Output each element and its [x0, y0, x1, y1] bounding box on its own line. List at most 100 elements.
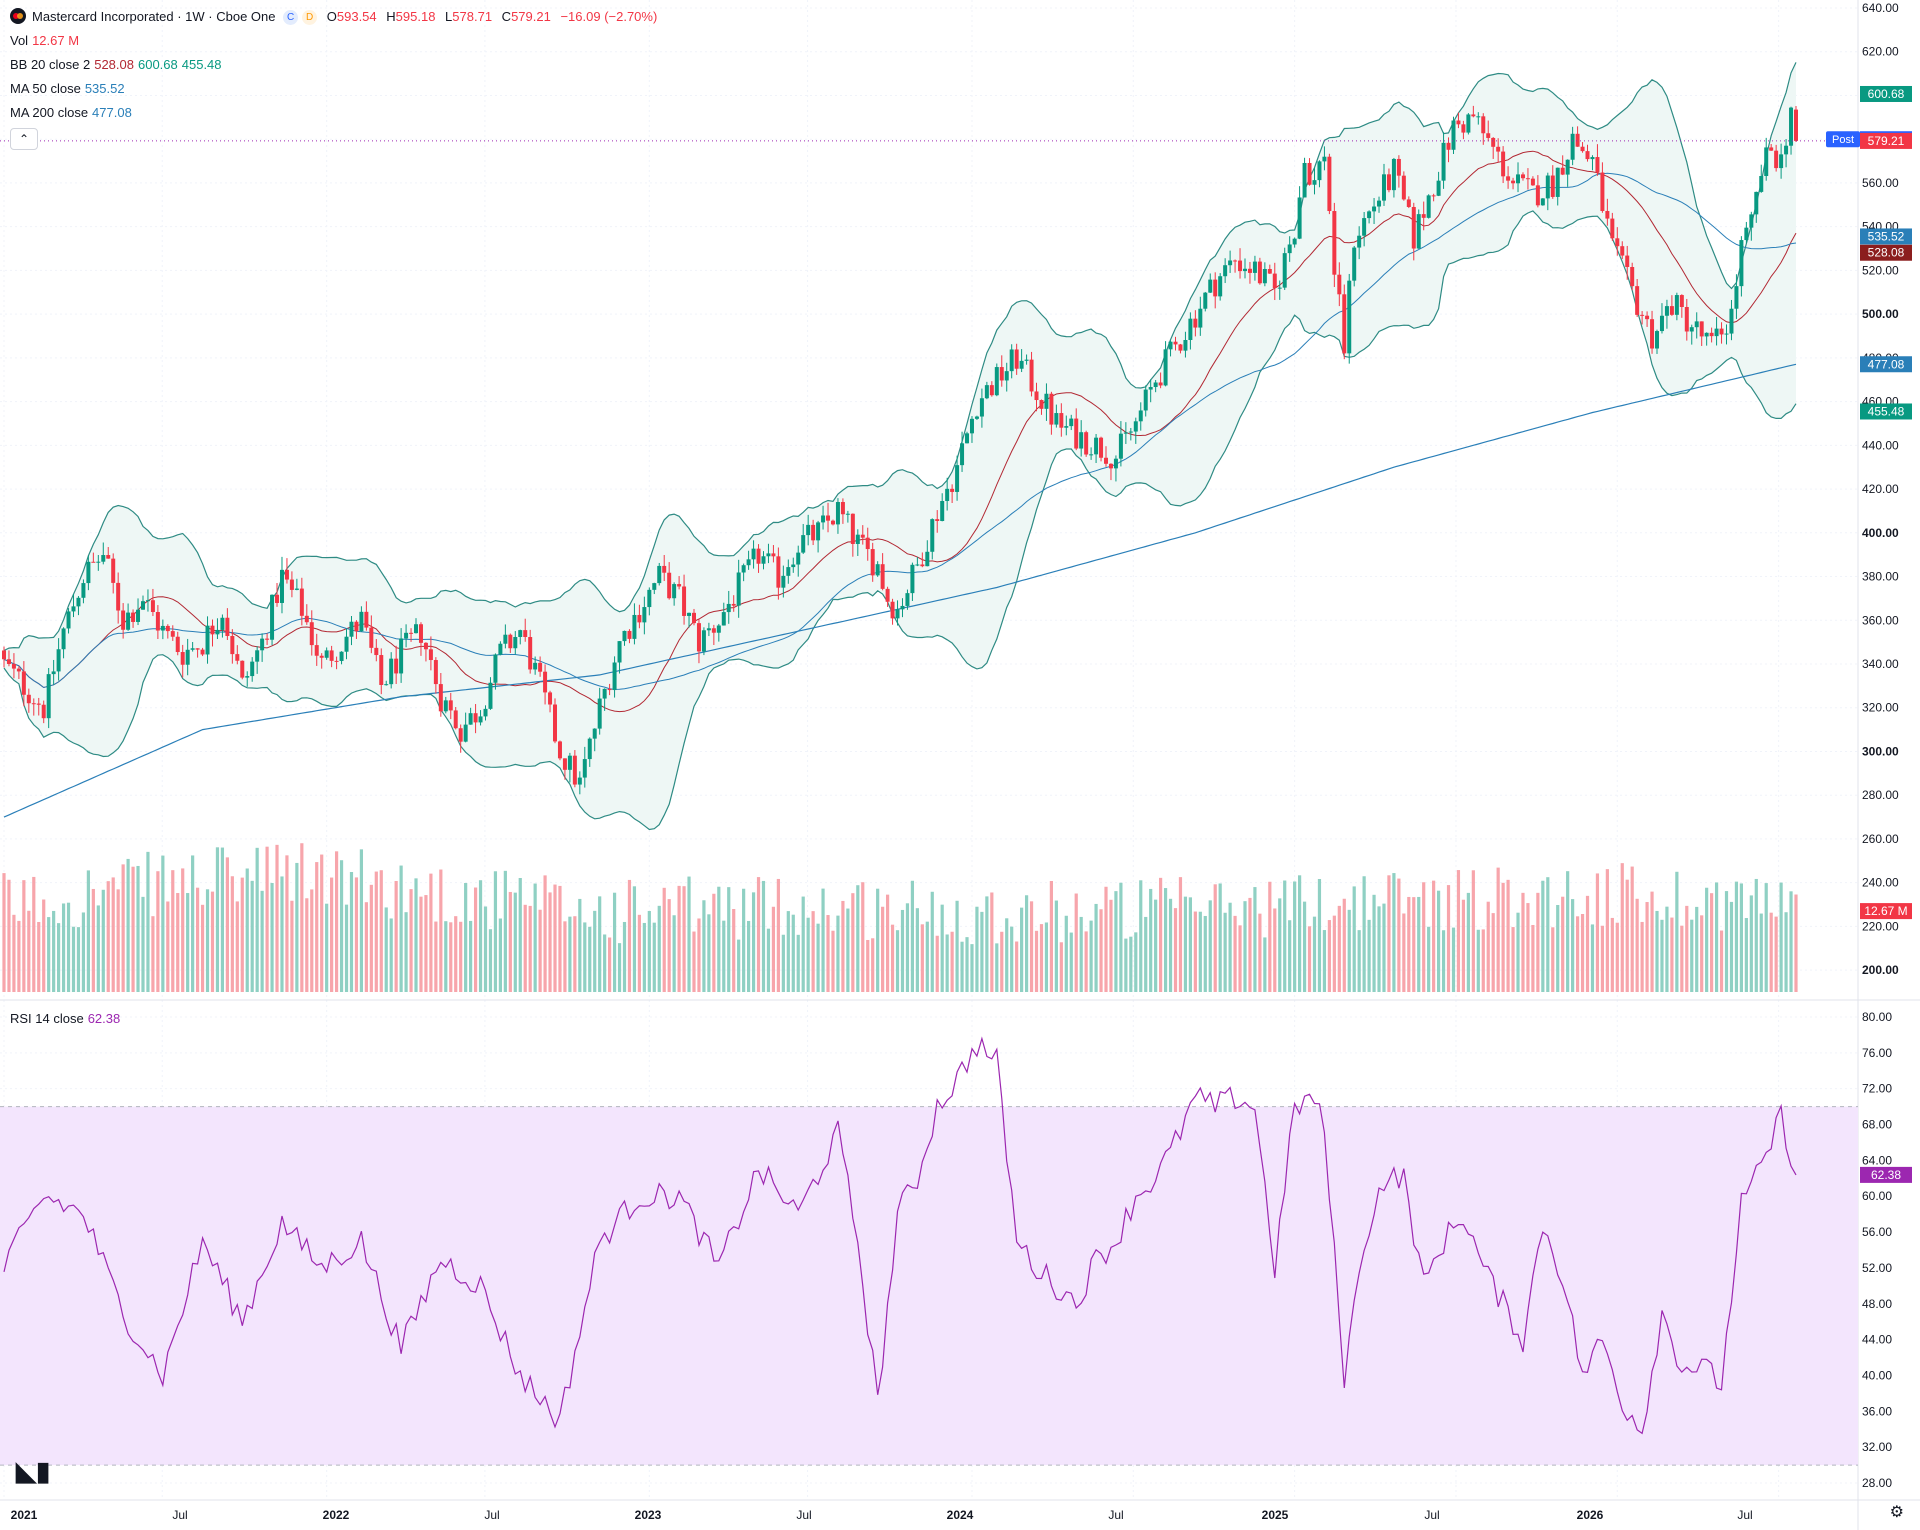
candle-body — [1625, 255, 1630, 268]
candle-body — [265, 638, 270, 640]
candle — [1044, 383, 1049, 421]
volume-bar — [742, 888, 746, 992]
candle — [582, 746, 587, 788]
candle — [1620, 241, 1625, 260]
volume-bar — [1178, 877, 1183, 992]
candle — [1550, 165, 1555, 199]
candle — [1262, 262, 1267, 287]
candle — [1436, 171, 1441, 197]
candle — [473, 704, 478, 734]
candle-body — [329, 650, 334, 661]
candle — [215, 618, 220, 640]
candle-body — [1416, 214, 1421, 249]
volume-bar — [1203, 915, 1207, 992]
candle — [185, 638, 190, 676]
candle-body — [1099, 437, 1104, 458]
mastercard-logo-icon — [10, 8, 26, 24]
candle-body — [1406, 199, 1411, 207]
candle-body — [1039, 400, 1044, 409]
volume-bar — [379, 870, 383, 992]
volume-bar — [1531, 924, 1535, 992]
price-tick-label: 260.00 — [1862, 832, 1899, 846]
volume-bar — [349, 872, 354, 992]
candle — [567, 752, 572, 783]
volume-bar — [1317, 878, 1322, 992]
candle-body — [1426, 195, 1431, 218]
candle-body — [1242, 268, 1247, 272]
volume-bar — [1015, 941, 1019, 992]
candle — [438, 673, 443, 717]
candle — [404, 624, 409, 648]
tradingview-logo-icon[interactable]: ◣▮ — [16, 1456, 51, 1486]
volume-bar — [603, 934, 607, 992]
volume-bar — [1069, 932, 1073, 992]
rsi-legend[interactable]: RSI 14 close 62.38 — [10, 1011, 121, 1026]
volume-bar — [1347, 909, 1351, 992]
price-tag-bg — [1860, 356, 1912, 373]
candle-body — [622, 630, 627, 642]
candle — [309, 610, 314, 656]
candle-body — [275, 594, 280, 603]
time-tick-label: Jul — [796, 1508, 811, 1522]
price-tag-text: 579.21 — [1868, 134, 1905, 148]
candle — [1213, 272, 1218, 309]
candle-body — [289, 579, 294, 590]
volume-bar — [791, 914, 795, 992]
candle-body — [602, 688, 607, 699]
volume-bar — [811, 911, 815, 992]
indicator-legend-ma50[interactable]: MA 50 close 535.52 — [10, 81, 125, 96]
volume-bar — [86, 870, 90, 992]
candle-body — [830, 520, 835, 525]
indicator-legend-bb[interactable]: BB 20 close 2 528.08 600.68 455.48 — [10, 57, 222, 72]
candle-body — [1094, 437, 1099, 455]
volume-bar — [1288, 920, 1292, 992]
volume-bar — [1154, 899, 1158, 992]
candle-body — [374, 647, 379, 656]
candle-body — [756, 548, 761, 564]
volume-bar — [176, 893, 180, 992]
volume-bar — [930, 891, 934, 992]
volume-bar — [1685, 905, 1689, 992]
candle — [250, 657, 255, 682]
candle-body — [1476, 116, 1481, 118]
volume-bar — [871, 938, 875, 992]
candle-body — [136, 609, 141, 622]
candle-body — [1481, 116, 1486, 134]
candle — [190, 642, 195, 652]
indicator-legend-ma200[interactable]: MA 200 close 477.08 — [10, 105, 132, 120]
volume-bar — [1243, 901, 1247, 992]
candle — [756, 544, 761, 573]
candle-body — [691, 612, 696, 624]
candle — [294, 578, 299, 591]
volume-bar — [1729, 901, 1734, 992]
candle-body — [776, 556, 781, 588]
candle-body — [1178, 344, 1183, 351]
candle-body — [344, 636, 349, 652]
candle-body — [1074, 418, 1079, 449]
indicator-legend-vol[interactable]: Vol 12.67 M — [10, 33, 80, 48]
volume-bar — [1402, 913, 1406, 992]
candle-body — [250, 661, 255, 677]
price-tag — [1860, 228, 1912, 245]
candle — [811, 519, 816, 546]
gear-icon[interactable]: ⚙ — [1889, 1504, 1904, 1521]
chevron-up-icon[interactable]: ⌃ — [10, 128, 38, 150]
candle — [205, 616, 210, 664]
volume-bar — [478, 880, 483, 992]
candle-body — [1441, 142, 1446, 181]
candle-body — [1744, 227, 1749, 241]
candle — [6, 650, 11, 667]
candle — [443, 696, 448, 714]
candle — [170, 625, 175, 641]
candle-body — [930, 519, 935, 552]
candle — [1367, 210, 1372, 224]
candle — [1257, 257, 1262, 285]
price-tag-text: 455.48 — [1868, 404, 1905, 418]
time-tick-label: 2023 — [635, 1508, 662, 1522]
volume-bar — [1427, 926, 1431, 992]
volume-bar — [389, 918, 393, 992]
symbol-title[interactable]: Mastercard Incorporated · 1W · Cboe One — [32, 9, 276, 24]
candle — [140, 595, 145, 610]
price-tag-bg — [1860, 132, 1912, 149]
